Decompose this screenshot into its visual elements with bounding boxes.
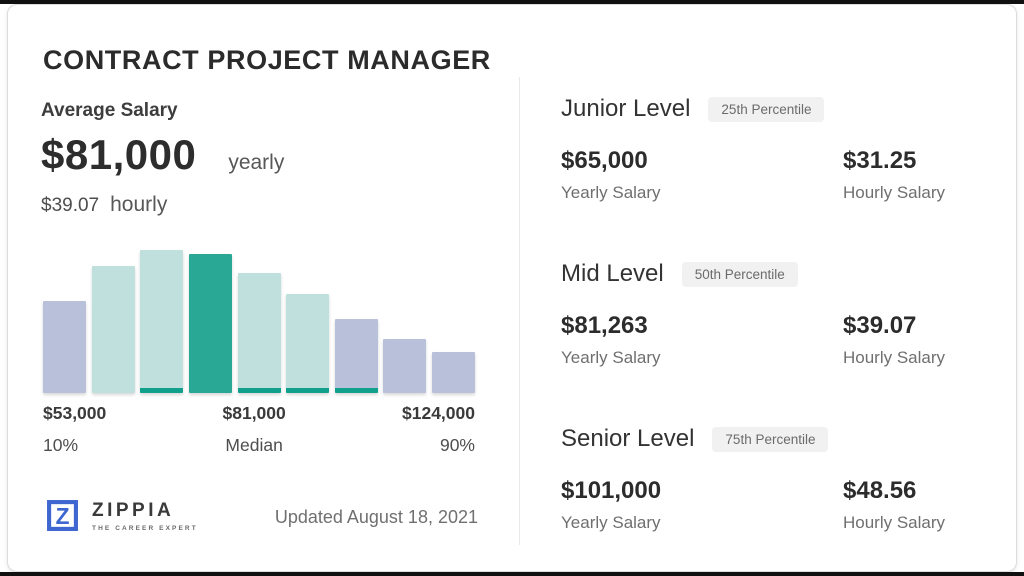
- senior-hourly-column: $48.56 Hourly Salary: [843, 477, 945, 533]
- zippia-z-icon: Z: [47, 500, 78, 531]
- histogram-bar: [43, 301, 86, 393]
- junior-hourly-column: $31.25 Hourly Salary: [843, 147, 945, 203]
- column-divider: [519, 77, 520, 545]
- average-yearly-unit: yearly: [228, 151, 285, 174]
- histogram-axis-labels: $53,000 10% $81,000 Median $124,000 90%: [43, 403, 475, 456]
- senior-percentile-badge: 75th Percentile: [712, 426, 829, 452]
- average-yearly-value: $81,000: [41, 131, 197, 178]
- average-yearly-row: $81,000 yearly: [41, 131, 284, 179]
- junior-level-header: Junior Level 25th Percentile: [561, 95, 1001, 123]
- mid-yearly-label: Yearly Salary: [561, 348, 661, 367]
- histogram-bar: [140, 250, 184, 393]
- average-hourly-row: $39.07 hourly: [41, 193, 167, 217]
- senior-level-title: Senior Level: [561, 425, 695, 452]
- mid-yearly-value: $81,263: [561, 312, 648, 339]
- salary-card: CONTRACT PROJECT MANAGER Average Salary …: [7, 4, 1017, 572]
- junior-level-values: $65,000 Yearly Salary $31.25 Hourly Sala…: [561, 147, 1001, 203]
- average-hourly-value: $39.07: [41, 195, 100, 216]
- mid-hourly-value: $39.07: [843, 312, 917, 339]
- mid-level-values: $81,263 Yearly Salary $39.07 Hourly Sala…: [561, 312, 1001, 368]
- median-caption: Median: [225, 435, 283, 455]
- senior-yearly-label: Yearly Salary: [561, 513, 661, 532]
- histogram-bar: [91, 266, 135, 393]
- junior-hourly-value: $31.25: [843, 147, 917, 174]
- histogram-bar: [188, 254, 232, 393]
- senior-hourly-value: $48.56: [843, 477, 917, 504]
- zippia-name: ZIPPIA: [92, 499, 175, 521]
- letterbox-bar-bottom: [0, 572, 1024, 576]
- mid-percentile-badge: 50th Percentile: [681, 261, 798, 287]
- junior-hourly-label: Hourly Salary: [843, 183, 946, 202]
- senior-hourly-label: Hourly Salary: [843, 513, 946, 532]
- mid-level-title: Mid Level: [561, 260, 664, 287]
- salary-histogram: [43, 250, 475, 393]
- junior-level-section: Junior Level 25th Percentile $65,000 Yea…: [561, 95, 1001, 203]
- histogram-bar: [237, 273, 281, 393]
- updated-date: Updated August 18, 2021: [274, 507, 478, 527]
- mid-level-header: Mid Level 50th Percentile: [561, 260, 1001, 288]
- letterbox-bar-top: [0, 0, 1024, 4]
- mid-hourly-column: $39.07 Hourly Salary: [843, 312, 945, 368]
- junior-yearly-label: Yearly Salary: [561, 183, 661, 202]
- page-title: CONTRACT PROJECT MANAGER: [43, 45, 491, 75]
- zippia-logo: Z ZIPPIA THE CAREER EXPERT: [46, 499, 198, 532]
- junior-yearly-value: $65,000: [561, 147, 648, 174]
- mid-level-section: Mid Level 50th Percentile $81,263 Yearly…: [561, 260, 1001, 368]
- percentile-10-axis-label: $53,000 10%: [43, 403, 106, 456]
- histogram-bar: [383, 339, 427, 393]
- senior-level-section: Senior Level 75th Percentile $101,000 Ye…: [561, 425, 1001, 533]
- mid-hourly-label: Hourly Salary: [843, 348, 946, 367]
- junior-percentile-badge: 25th Percentile: [708, 96, 825, 122]
- median-axis-label: $81,000 Median: [223, 403, 286, 456]
- senior-level-values: $101,000 Yearly Salary $48.56 Hourly Sal…: [561, 477, 1001, 533]
- svg-text:Z: Z: [56, 503, 70, 529]
- histogram-bar: [334, 319, 378, 393]
- percentile-90-value: $124,000: [402, 403, 475, 423]
- histogram-bar: [286, 294, 330, 393]
- zippia-wordmark: ZIPPIA THE CAREER EXPERT: [92, 500, 198, 532]
- median-value: $81,000: [222, 403, 286, 423]
- junior-yearly-column: $65,000 Yearly Salary: [561, 147, 843, 203]
- average-hourly-unit: hourly: [110, 193, 168, 216]
- senior-yearly-value: $101,000: [561, 477, 662, 504]
- average-salary-label: Average Salary: [41, 100, 178, 121]
- percentile-90-caption: 90%: [439, 435, 475, 455]
- percentile-10-caption: 10%: [43, 435, 79, 455]
- zippia-tagline: THE CAREER EXPERT: [92, 524, 198, 532]
- junior-level-title: Junior Level: [561, 95, 691, 122]
- percentile-90-axis-label: $124,000 90%: [402, 403, 475, 456]
- senior-yearly-column: $101,000 Yearly Salary: [561, 477, 843, 533]
- percentile-10-value: $53,000: [43, 403, 107, 423]
- histogram-bar: [432, 352, 475, 393]
- mid-yearly-column: $81,263 Yearly Salary: [561, 312, 843, 368]
- senior-level-header: Senior Level 75th Percentile: [561, 425, 1001, 453]
